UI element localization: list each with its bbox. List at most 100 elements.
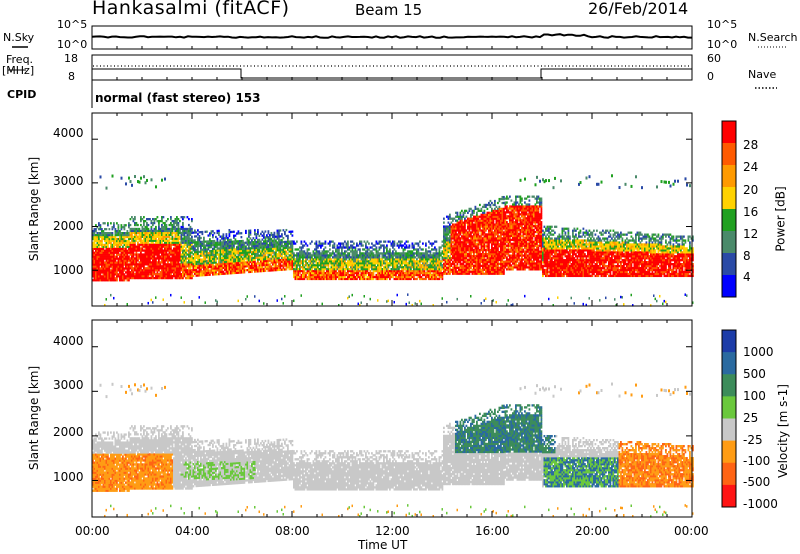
power-cell (224, 266, 226, 269)
power-cell (173, 231, 175, 235)
power-cell (177, 233, 180, 236)
power-cell (249, 268, 252, 272)
power-cell (227, 244, 229, 248)
power-cell (108, 267, 111, 270)
power-cell (128, 255, 130, 258)
power-cell (389, 240, 391, 243)
power-cell (210, 244, 213, 247)
power-cell (135, 251, 138, 254)
power-cell (146, 227, 148, 231)
power-cell (155, 273, 157, 276)
power-cell (378, 256, 381, 259)
power-cell (164, 231, 166, 235)
power-cell (188, 233, 190, 236)
power-cell (150, 255, 153, 258)
power-cell (203, 250, 205, 253)
power-cell (419, 299, 421, 303)
power-cell (206, 256, 208, 259)
power-cell (174, 257, 177, 260)
power-cell (407, 240, 409, 243)
power-cell (209, 255, 211, 259)
power-cell (137, 249, 139, 252)
power-cell (125, 271, 127, 274)
power-cell (114, 273, 117, 276)
power-cell (107, 247, 109, 250)
power-cell (189, 249, 192, 252)
power-cell (386, 246, 388, 249)
power-cell (96, 239, 99, 243)
power-cell (258, 266, 261, 269)
power-cell (233, 250, 235, 253)
power-cell (92, 279, 94, 282)
power-cell (450, 264, 453, 268)
power-cell (443, 217, 445, 220)
power-cell (137, 227, 139, 231)
power-cell (429, 250, 432, 253)
power-cell (120, 224, 123, 227)
power-cell (368, 248, 370, 251)
power-cell (188, 276, 190, 280)
power-cell (249, 264, 252, 268)
power-cell (401, 246, 403, 249)
power-cell (186, 229, 189, 233)
power-cell (191, 259, 193, 262)
power-cell (107, 271, 109, 274)
power-cell (173, 241, 175, 244)
power-cell (134, 239, 136, 242)
power-cell (95, 239, 97, 243)
power-cell (263, 250, 265, 253)
power-cell (248, 231, 250, 234)
power-cell (330, 258, 333, 261)
power-cell (131, 239, 133, 242)
power-cell (207, 263, 210, 267)
power-cell (164, 265, 166, 268)
power-cell (110, 293, 112, 297)
power-cell (161, 235, 163, 238)
power-cell (96, 247, 99, 250)
power-cell (114, 230, 117, 233)
power-cell (378, 242, 381, 245)
power-cell (153, 235, 156, 238)
power-cell (101, 228, 103, 231)
power-cell (212, 234, 214, 237)
power-cell (186, 274, 189, 278)
power-cell (119, 257, 121, 260)
power-cell (218, 229, 220, 232)
power-cell (210, 269, 213, 272)
power-cell (174, 219, 177, 223)
power-cell (128, 277, 130, 280)
power-cell (105, 231, 108, 235)
power-cell (99, 273, 102, 276)
power-cell (227, 264, 229, 267)
power-cell (254, 256, 256, 259)
power-cell (182, 261, 184, 264)
power-cell (143, 245, 145, 248)
power-cell (140, 176, 142, 180)
power-cell (425, 248, 427, 251)
power-cell (146, 229, 148, 233)
power-cell (215, 235, 217, 239)
power-cell (101, 235, 103, 239)
power-cell (198, 270, 201, 273)
power-cell (150, 221, 153, 225)
power-cell (96, 243, 99, 247)
power-cell (131, 183, 133, 187)
power-cell (216, 245, 219, 248)
power-cell (134, 216, 136, 219)
power-cell (144, 227, 147, 231)
power-cell (237, 244, 240, 247)
power-cell (152, 245, 154, 248)
power-cell (156, 261, 159, 264)
power-cell (189, 241, 192, 244)
power-cell (161, 271, 163, 274)
power-cell (201, 272, 204, 275)
power-cell (155, 265, 157, 268)
power-cell (132, 235, 135, 238)
power-cell (231, 230, 234, 234)
power-cell (252, 256, 255, 260)
power-cell (99, 279, 102, 282)
power-cell (98, 235, 100, 239)
power-cell (113, 255, 115, 258)
power-cell (212, 247, 214, 251)
power-cell (174, 265, 177, 268)
